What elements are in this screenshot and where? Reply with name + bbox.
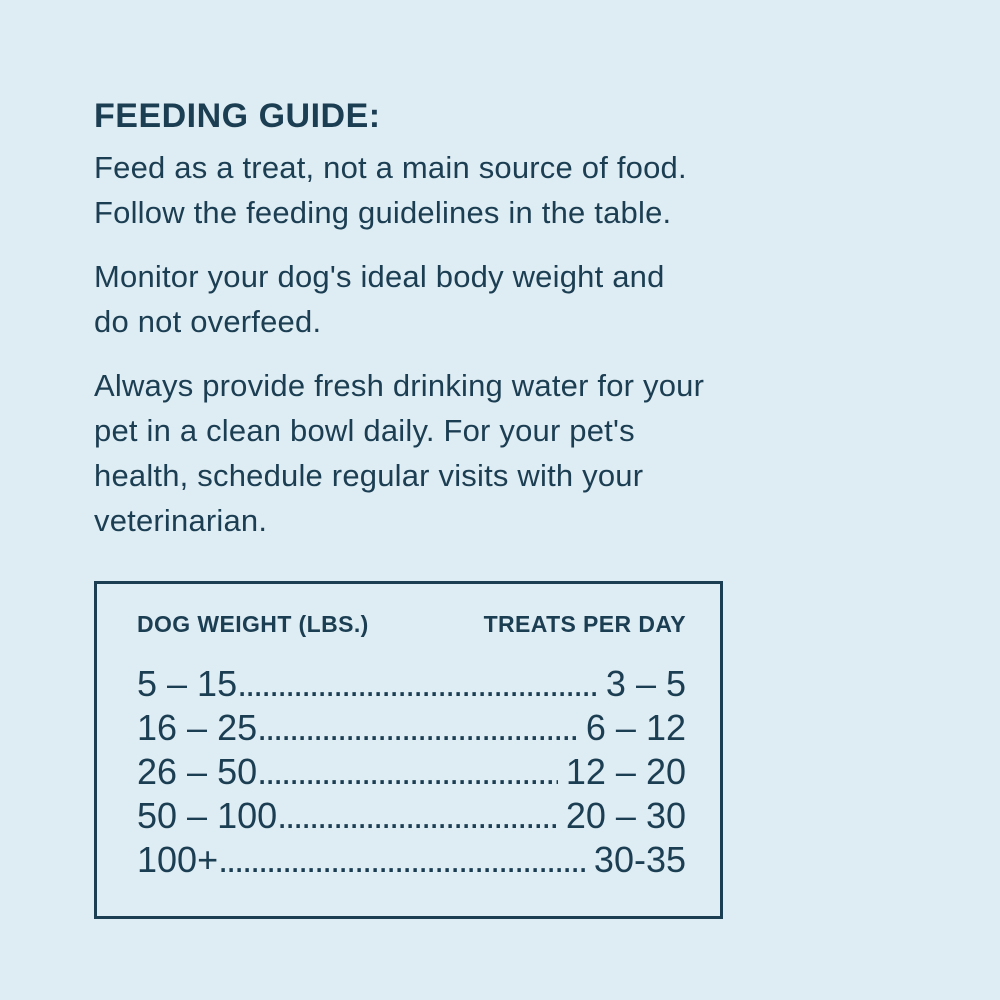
dots-leader: ........................................… (237, 663, 598, 704)
column-header-dog-weight: DOG WEIGHT (LBS.) (137, 611, 369, 637)
table-row: 100+ ...................................… (137, 838, 686, 882)
dots-leader: ........................................… (277, 795, 558, 836)
feeding-table: DOG WEIGHT (LBS.) TREATS PER DAY 5 – 15 … (94, 581, 723, 919)
weight-cell: 100+ (137, 839, 219, 880)
feeding-guide-paragraph-3: Always provide fresh drinking water for … (94, 368, 705, 538)
column-header-treats-per-day: TREATS PER DAY (483, 611, 686, 637)
feeding-guide-paragraph-1: Feed as a treat, not a main source of fo… (94, 150, 687, 230)
table-row: 5 – 15 .................................… (137, 662, 686, 706)
table-row: 50 – 100 ...............................… (137, 794, 686, 838)
treats-cell: 12 – 20 (565, 751, 686, 792)
table-row: 16 – 25 ................................… (137, 706, 686, 750)
treats-cell: 30-35 (593, 839, 686, 880)
treats-cell: 20 – 30 (565, 795, 686, 836)
feeding-table-rows: 5 – 15 .................................… (137, 662, 686, 882)
treats-cell: 6 – 12 (585, 707, 686, 748)
dots-leader: ........................................… (257, 751, 558, 792)
feeding-guide-paragraph-2: Monitor your dog's ideal body weight and… (94, 259, 665, 339)
dots-leader: ........................................… (218, 839, 586, 880)
feeding-guide-title: FEEDING GUIDE: (94, 97, 381, 135)
weight-cell: 16 – 25 (137, 707, 258, 748)
weight-cell: 5 – 15 (137, 663, 238, 704)
weight-cell: 50 – 100 (137, 795, 278, 836)
weight-cell: 26 – 50 (137, 751, 258, 792)
treats-cell: 3 – 5 (605, 663, 686, 704)
feeding-guide-panel: FEEDING GUIDE: Feed as a treat, not a ma… (94, 97, 723, 919)
feeding-table-header: DOG WEIGHT (LBS.) TREATS PER DAY (137, 610, 686, 638)
dots-leader: ........................................… (257, 707, 578, 748)
table-row: 26 – 50 ................................… (137, 750, 686, 794)
